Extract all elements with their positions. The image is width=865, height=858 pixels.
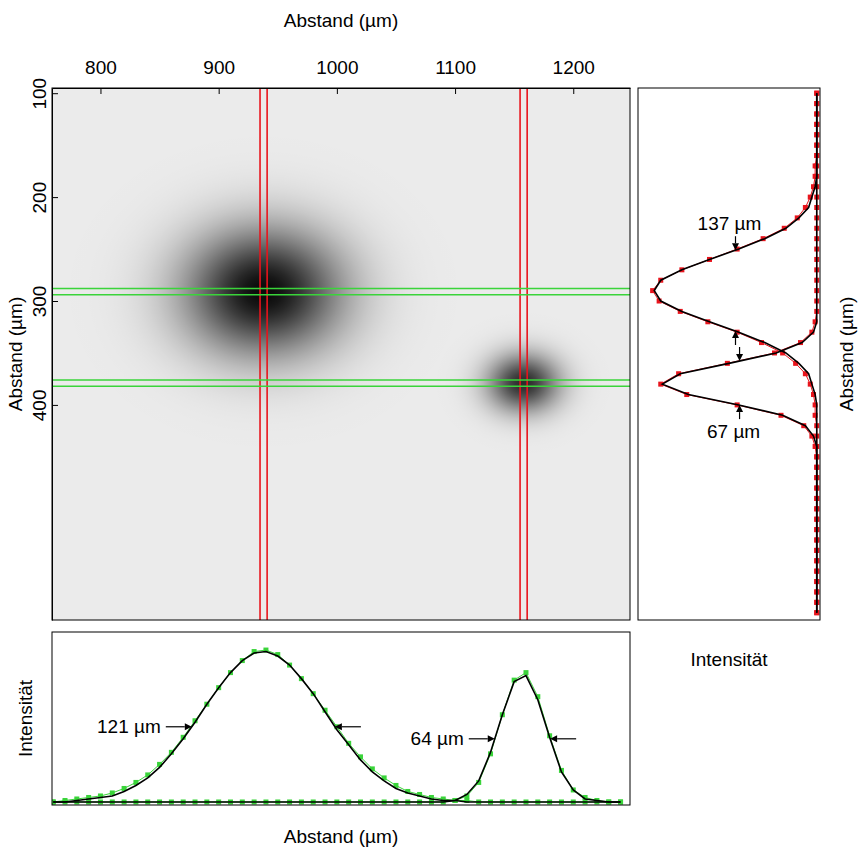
tick: 1100 (435, 57, 476, 94)
tick-label: 900 (203, 57, 235, 78)
arrow-head (736, 354, 743, 361)
tick: 1200 (553, 57, 595, 94)
tick: 200 (29, 182, 58, 214)
label: Abstand (µm) (284, 10, 398, 31)
profile-line (53, 650, 620, 802)
tick-label: 300 (29, 286, 50, 318)
tick-mark (337, 88, 338, 94)
x-axis: 800 900 1000 1100 1200 (53, 57, 631, 94)
label: Intensität (15, 679, 36, 757)
profile-line (654, 93, 817, 613)
image-background (52, 88, 630, 620)
plot-area (650, 91, 819, 616)
arrow-head (335, 723, 342, 730)
label: 64 µm (411, 728, 464, 749)
label: Abstand (µm) (836, 297, 857, 411)
tick-mark (573, 88, 574, 94)
tick-label: 1100 (435, 57, 476, 78)
tick: 1000 (316, 57, 358, 94)
arrow-head (736, 405, 743, 412)
profile-line (53, 652, 620, 802)
plot-area (52, 648, 623, 805)
label: 121 µm (97, 716, 161, 737)
cut-line (52, 294, 630, 296)
tick-mark (52, 301, 58, 302)
arrow-head (550, 735, 557, 742)
annotations: 137 µm 67 µm (698, 213, 762, 442)
data-point (523, 670, 528, 675)
label: Intensität (690, 649, 768, 670)
panel-background (52, 632, 630, 805)
tick-mark (219, 88, 220, 94)
arrow-shaft (735, 236, 736, 243)
arrow-shaft (342, 726, 361, 727)
arrow-shaft (735, 338, 736, 345)
arrow-shaft (469, 738, 488, 739)
arrow-head (732, 243, 739, 250)
tick-label: 800 (85, 57, 117, 78)
tick: 800 (85, 57, 117, 94)
profile-line (653, 93, 817, 613)
arrow-shaft (166, 726, 185, 727)
plot-area (52, 88, 630, 620)
axis-line (52, 89, 53, 621)
arrow-head (185, 723, 192, 730)
y-axis: 100 200 300 400 (29, 78, 58, 621)
cut-line (259, 88, 261, 620)
profile-line (662, 93, 816, 613)
frame (638, 88, 820, 620)
label: Abstand (µm) (5, 297, 26, 411)
tick: 300 (29, 286, 58, 318)
label: Abstand (µm) (284, 826, 398, 847)
frame (52, 88, 630, 620)
cut-line (52, 379, 630, 381)
panel-background (638, 88, 820, 620)
axis-line (53, 88, 631, 89)
tick: 400 (29, 390, 58, 422)
tick: 100 (29, 78, 58, 110)
tick-label: 1200 (553, 57, 595, 78)
cut-line (519, 88, 521, 620)
tick-label: 200 (29, 182, 50, 214)
cut-line (266, 88, 268, 620)
frame (52, 632, 630, 805)
label: 67 µm (707, 421, 760, 442)
tick-mark (52, 405, 58, 406)
profile-line (661, 93, 817, 613)
annotations: 121 µm 64 µm (97, 716, 576, 749)
label: 137 µm (698, 213, 762, 234)
tick-label: 1000 (316, 57, 358, 78)
tick-label: 100 (29, 78, 50, 110)
tick-mark (52, 197, 58, 198)
tick-mark (455, 88, 456, 94)
arrow-head (732, 331, 739, 338)
arrow-shaft (557, 738, 576, 739)
spot (69, 136, 459, 448)
profile-line (53, 676, 620, 802)
cut-line (52, 385, 630, 387)
tick-mark (100, 88, 101, 94)
arrow-shaft (739, 347, 740, 354)
figure: 800900100011001200100200300400Abstand (µ… (0, 0, 865, 858)
cut-line (526, 88, 528, 620)
arrow-head (488, 735, 495, 742)
spot (435, 311, 612, 454)
tick-mark (52, 93, 58, 94)
tick-label: 400 (29, 390, 50, 422)
arrow-shaft (739, 412, 740, 419)
cut-line (52, 288, 630, 290)
tick: 900 (203, 57, 235, 94)
profile-line (53, 673, 620, 802)
